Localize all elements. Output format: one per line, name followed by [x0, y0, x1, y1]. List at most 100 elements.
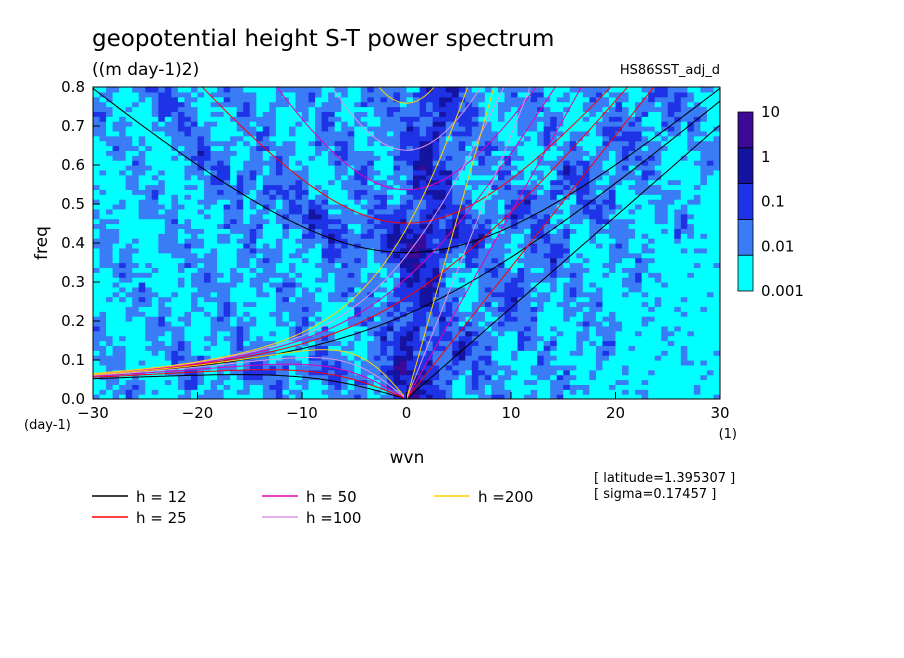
- heatmap-cell: [661, 165, 669, 171]
- heatmap-cell: [576, 267, 584, 273]
- heatmap-cell: [569, 316, 577, 322]
- heatmap-cell: [158, 301, 166, 307]
- heatmap-cell: [497, 360, 506, 366]
- heatmap-cell: [635, 379, 643, 385]
- heatmap-cell: [112, 233, 120, 239]
- heatmap-cell: [217, 345, 225, 351]
- heatmap-cell: [262, 379, 270, 385]
- heatmap-cell: [197, 325, 205, 332]
- heatmap-cell: [302, 277, 310, 283]
- heatmap-cell: [667, 257, 675, 264]
- heatmap-cell: [217, 389, 225, 395]
- heatmap-cell: [537, 218, 545, 225]
- heatmap-cell: [471, 306, 479, 312]
- heatmap-cell: [524, 155, 532, 161]
- heatmap-cell: [249, 394, 257, 399]
- heatmap-cell: [478, 311, 486, 317]
- heatmap-cell: [432, 325, 440, 332]
- heatmap-cell: [360, 179, 368, 186]
- heatmap-cell: [334, 272, 342, 278]
- heatmap-cell: [269, 155, 277, 161]
- heatmap-cell: [471, 311, 479, 317]
- heatmap-cell: [93, 296, 101, 303]
- heatmap-cell: [648, 165, 656, 171]
- heatmap-cell: [217, 238, 225, 244]
- heatmap-cell: [582, 238, 590, 244]
- heatmap-cell: [282, 321, 290, 327]
- heatmap-cell: [635, 301, 643, 307]
- heatmap-cell: [537, 277, 545, 283]
- heatmap-cell: [217, 179, 225, 186]
- heatmap-cell: [680, 155, 688, 161]
- heatmap-cell: [328, 282, 336, 288]
- heatmap-cell: [445, 267, 453, 273]
- heatmap-cell: [288, 174, 297, 181]
- heatmap-cell: [511, 364, 519, 371]
- heatmap-cell: [282, 238, 290, 244]
- heatmap-cell: [569, 345, 577, 351]
- heatmap-cell: [667, 364, 675, 371]
- heatmap-cell: [217, 340, 225, 346]
- heatmap-cell: [563, 267, 571, 273]
- heatmap-cell: [641, 306, 649, 312]
- heatmap-cell: [654, 286, 662, 293]
- heatmap-cell: [419, 321, 427, 327]
- heatmap-cell: [125, 330, 133, 337]
- heatmap-cell: [399, 252, 408, 259]
- heatmap-cell: [249, 243, 257, 249]
- heatmap-cell: [648, 179, 656, 186]
- heatmap-cell: [138, 165, 146, 171]
- heatmap-cell: [93, 355, 101, 361]
- heatmap-cell: [210, 369, 218, 376]
- heatmap-cell: [380, 145, 388, 151]
- heatmap-cell: [569, 291, 577, 298]
- heatmap-cell: [569, 199, 577, 205]
- heatmap-cell: [145, 355, 153, 361]
- heatmap-cell: [504, 350, 512, 356]
- heatmap-cell: [197, 350, 205, 356]
- heatmap-cell: [700, 155, 708, 161]
- heatmap-cell: [452, 316, 460, 322]
- heatmap-cell: [445, 194, 453, 200]
- heatmap-cell: [569, 238, 577, 244]
- heatmap-cell: [125, 252, 133, 259]
- heatmap-cell: [373, 272, 381, 278]
- heatmap-cell: [595, 272, 604, 278]
- heatmap-cell: [582, 345, 590, 351]
- heatmap-cell: [308, 286, 316, 293]
- heatmap-cell: [210, 345, 218, 351]
- heatmap-cell: [360, 199, 368, 205]
- heatmap-cell: [543, 316, 551, 322]
- heatmap-cell: [693, 165, 702, 171]
- heatmap-cell: [445, 369, 453, 376]
- heatmap-cell: [334, 243, 342, 249]
- heatmap-cell: [302, 189, 310, 195]
- heatmap-cell: [119, 301, 127, 307]
- heatmap-cell: [399, 184, 408, 190]
- heatmap-cell: [491, 204, 499, 210]
- heatmap-cell: [328, 394, 336, 399]
- heatmap-cell: [341, 296, 349, 303]
- heatmap-cell: [550, 145, 558, 151]
- heatmap-cell: [164, 301, 172, 307]
- heatmap-cell: [628, 321, 636, 327]
- heatmap-cell: [230, 306, 238, 312]
- heatmap-cell: [608, 286, 617, 293]
- heatmap-cell: [223, 394, 231, 399]
- heatmap-cell: [661, 379, 669, 385]
- heatmap-cell: [321, 350, 329, 356]
- heatmap-cell: [132, 364, 140, 371]
- heatmap-cell: [223, 384, 231, 390]
- heatmap-cell: [615, 165, 623, 171]
- heatmap-cell: [230, 301, 238, 307]
- heatmap-cell: [171, 208, 179, 215]
- heatmap-cell: [275, 301, 284, 307]
- heatmap-cell: [700, 150, 708, 156]
- heatmap-cell: [308, 165, 316, 171]
- heatmap-cell: [288, 213, 297, 220]
- heatmap-cell: [367, 189, 375, 195]
- heatmap-cell: [164, 155, 172, 161]
- heatmap-cell: [484, 301, 493, 307]
- heatmap-cell: [693, 208, 702, 215]
- heatmap-cell: [543, 330, 551, 337]
